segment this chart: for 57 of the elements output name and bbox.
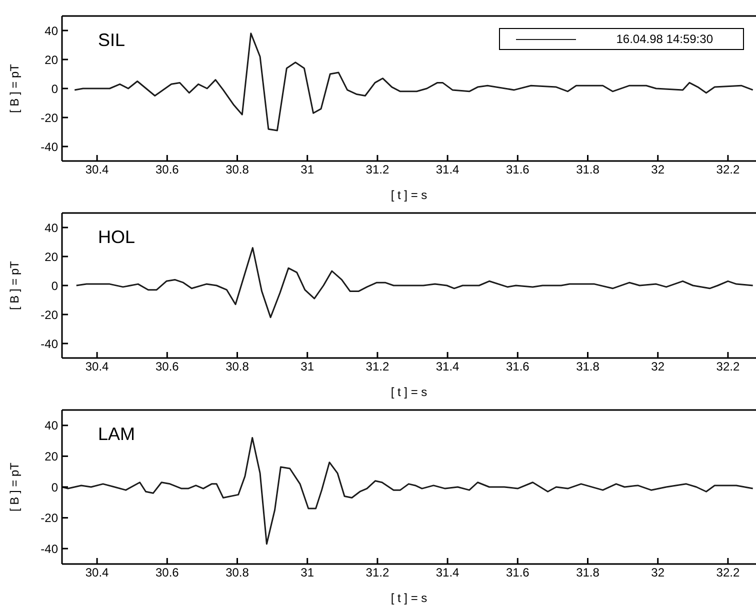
y-tick-label: -20: [40, 110, 58, 125]
x-tick-label: 32.2: [716, 360, 740, 374]
x-axis-title: [ t ] = s: [390, 591, 428, 605]
y-axis-title: [ B ] = pT: [7, 260, 22, 310]
y-tick-label: -20: [40, 308, 58, 322]
y-tick-label: 40: [44, 24, 58, 38]
text: HOL: [98, 227, 136, 248]
x-tick-label: 31.4: [436, 162, 460, 177]
line-series: [76, 247, 754, 318]
x-tick-label: 31.8: [576, 360, 600, 374]
x-tick-label: 32.2: [716, 162, 740, 177]
x-tick-label: 31: [300, 162, 314, 177]
x-tick-label: 32: [651, 162, 665, 177]
y-tick-label: 20: [44, 449, 58, 464]
y-tick-label: -20: [40, 511, 58, 526]
x-tick-label: 31.2: [366, 162, 390, 177]
line-series: [74, 32, 754, 132]
x-tick-label: 30.6: [155, 162, 180, 177]
x-tick-label: 31.6: [506, 162, 530, 177]
y-tick-label: 20: [44, 250, 58, 264]
text: SIL: [98, 30, 126, 51]
x-tick-label: 31.6: [506, 360, 530, 374]
x-tick-label: 32.2: [716, 566, 740, 580]
y-tick-label: -40: [40, 140, 58, 154]
x-tick-label: 30.6: [155, 360, 180, 374]
x-tick-label: 30.6: [155, 566, 180, 580]
x-tick-label: 32: [651, 566, 665, 580]
x-tick-label: 30.8: [226, 360, 250, 374]
text: 16.04.98 14:59:30: [616, 32, 713, 46]
y-tick-label: 40: [44, 418, 58, 433]
x-tick-label: 30.8: [226, 566, 250, 580]
x-tick-label: 30.4: [85, 566, 110, 580]
x-tick-label: 30.8: [226, 162, 250, 177]
x-tick-label: 31: [300, 566, 314, 580]
x-tick-label: 32: [651, 360, 665, 374]
y-tick-label: 40: [44, 220, 58, 235]
x-tick-label: 31.4: [436, 360, 460, 374]
text: LAM: [98, 424, 136, 445]
x-tick-label: 30.4: [85, 360, 110, 374]
y-tick-label: 0: [51, 278, 58, 293]
x-tick-label: 30.4: [85, 162, 110, 177]
x-tick-label: 31.8: [576, 566, 600, 580]
x-tick-label: 31.8: [576, 162, 600, 177]
y-tick-label: -40: [40, 336, 58, 351]
x-tick-label: 31.6: [506, 566, 530, 580]
y-tick-label: 20: [44, 52, 58, 67]
x-tick-label: 31.2: [366, 566, 390, 580]
x-tick-label: 31: [300, 360, 314, 374]
y-tick-label: 0: [51, 480, 58, 494]
y-tick-label: 0: [51, 82, 58, 96]
x-axis-title: [ t ] = s: [390, 188, 428, 202]
x-axis-title: [ t ] = s: [390, 385, 428, 399]
y-axis-title: [ B ] = pT: [7, 462, 22, 512]
y-tick-label: -40: [40, 542, 58, 556]
y-axis-title: [ B ] = pT: [7, 63, 22, 114]
x-tick-label: 31.2: [366, 360, 390, 374]
x-tick-label: 31.4: [436, 566, 460, 580]
